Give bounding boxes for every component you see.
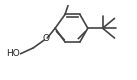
Text: HO: HO (6, 49, 19, 58)
Text: O: O (43, 34, 50, 43)
